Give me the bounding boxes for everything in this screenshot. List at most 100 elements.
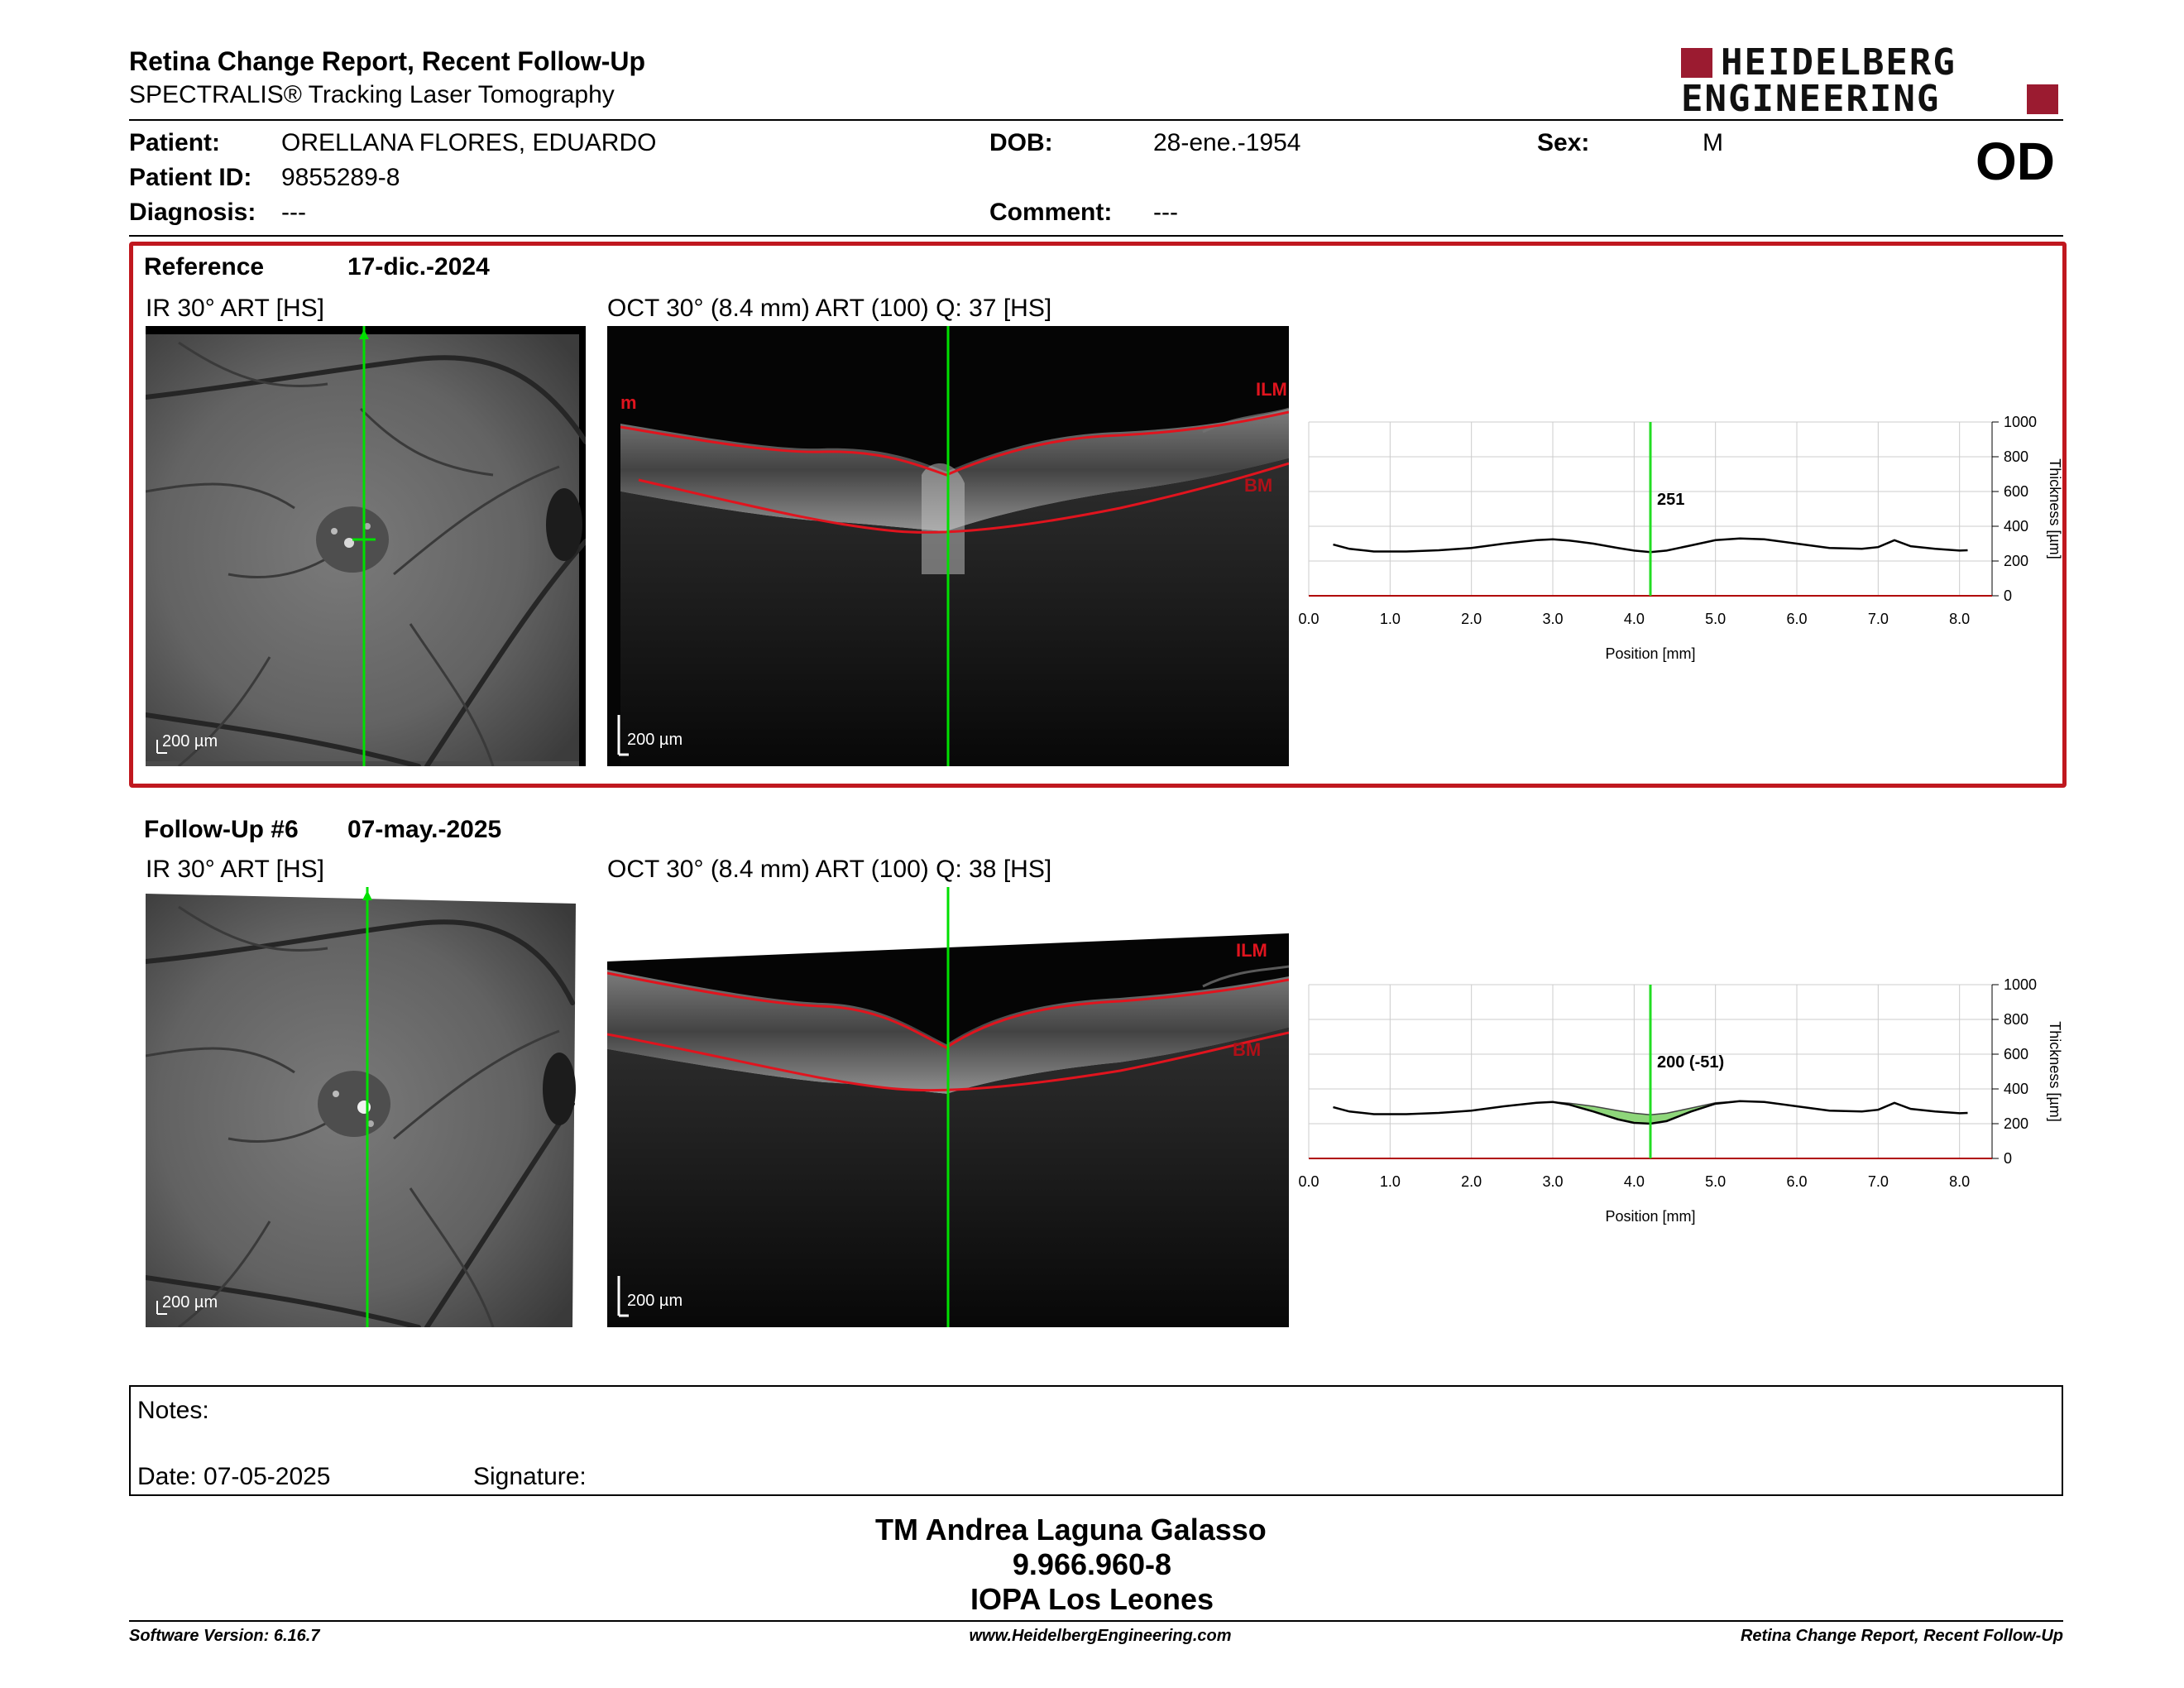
y-tick-label: 600: [2004, 483, 2028, 500]
eye-label: OD: [1976, 132, 2055, 191]
y-tick-label: 1000: [2004, 414, 2037, 430]
reference-ir-caption: IR 30° ART [HS]: [146, 295, 324, 322]
followup-ir-image: 200 µm: [146, 887, 586, 1327]
y-tick-label: 400: [2004, 518, 2028, 535]
x-tick-label: 1.0: [1380, 1173, 1401, 1190]
heidelberg-logo: HEIDELBERG ENGINEERING: [1681, 45, 2063, 117]
reference-ir-scale: 200 µm: [162, 732, 218, 750]
reference-date: 17-dic.-2024: [347, 253, 490, 281]
comment-value: ---: [1153, 199, 1178, 226]
header-divider: [129, 119, 2063, 121]
y-tick-label: 200: [2004, 553, 2028, 569]
y-tick-label: 0: [2004, 1150, 2012, 1167]
reference-ilm-label: ILM: [1256, 379, 1287, 400]
notes-date: Date: 07-05-2025: [137, 1463, 331, 1490]
reference-ir-image: 200 µm: [146, 326, 586, 766]
cursor-value-label: 251: [1657, 491, 1684, 509]
signature-label: Signature:: [473, 1463, 587, 1490]
followup-oct-svg: ILM BM 200 µm: [607, 887, 1289, 1327]
footer-divider: [129, 1620, 2063, 1622]
signer-name: TM Andrea Laguna Galasso: [875, 1513, 1267, 1547]
x-tick-label: 4.0: [1624, 611, 1645, 627]
y-tick-label: 400: [2004, 1081, 2028, 1097]
diagnosis-value: ---: [281, 199, 306, 226]
x-tick-label: 0.0: [1298, 1173, 1319, 1190]
followup-oct-caption: OCT 30° (8.4 mm) ART (100) Q: 38 [HS]: [607, 856, 1052, 883]
cursor-value-label: 200 (-51): [1657, 1053, 1724, 1072]
patient-id: 9855289-8: [281, 164, 400, 191]
footer-website: www.HeidelbergEngineering.com: [969, 1627, 1232, 1645]
report-title: Retina Change Report, Recent Follow-Up: [129, 46, 646, 76]
logo-line1: HEIDELBERG: [1721, 41, 1956, 84]
reference-m-label: m: [620, 392, 637, 413]
x-tick-label: 5.0: [1705, 611, 1726, 627]
x-tick-label: 2.0: [1461, 611, 1482, 627]
chart-plot-area: 0.0 1.0 2.0 3.0 4.0 5.0 6.0 7.0 8.0 0 200 400 600 800…: [1298, 414, 2063, 662]
followup-ilm-label: ILM: [1236, 940, 1267, 961]
x-tick-label: 0.0: [1298, 611, 1319, 627]
reference-label: Reference: [144, 253, 265, 281]
x-tick-label: 7.0: [1868, 1173, 1889, 1190]
reference-oct-caption: OCT 30° (8.4 mm) ART (100) Q: 37 [HS]: [607, 295, 1052, 322]
x-tick-label: 8.0: [1949, 611, 1970, 627]
y-tick-label: 1000: [2004, 976, 2037, 993]
reference-oct-svg: ILM BM m 200 µm: [617, 326, 1289, 766]
x-tick-label: 6.0: [1786, 1173, 1807, 1190]
followup-oct-scale: 200 µm: [627, 1292, 682, 1310]
reference-fundus-svg: 200 µm: [146, 326, 586, 766]
followup-fundus-svg: 200 µm: [146, 887, 576, 1327]
y-axis-label: Thickness [µm]: [2047, 458, 2063, 559]
dob-value: 28-ene.-1954: [1153, 129, 1301, 156]
y-axis-label: Thickness [µm]: [2047, 1021, 2063, 1121]
report-subtitle: SPECTRALIS® Tracking Laser Tomography: [129, 81, 615, 108]
y-tick-label: 800: [2004, 1011, 2028, 1028]
followup-oct-image: ILM BM 200 µm: [607, 887, 1289, 1327]
logo-square-bottom: [2027, 84, 2058, 114]
thickness-series-line: [1333, 1100, 1968, 1125]
signer-id: 9.966.960-8: [1012, 1547, 1172, 1581]
x-tick-label: 8.0: [1949, 1173, 1970, 1190]
reference-oct-scale: 200 µm: [627, 731, 682, 749]
footer-report-name: Retina Change Report, Recent Follow-Up: [1740, 1627, 2063, 1645]
followup-bm-label: BM: [1233, 1039, 1261, 1060]
followup-thickness-chart: 0.0 1.0 2.0 3.0 4.0 5.0 6.0 7.0 8.0 0 200 400 600 800…: [1298, 976, 2063, 1225]
reference-oct-image: ILM BM m 200 µm: [607, 326, 1289, 766]
reference-section: [129, 242, 2067, 788]
x-axis-label: Position [mm]: [1605, 1208, 1695, 1225]
x-tick-label: 6.0: [1786, 611, 1807, 627]
reference-thickness-chart: 0.0 1.0 2.0 3.0 4.0 5.0 6.0 7.0 8.0 0 200 400 600 800…: [1298, 414, 2063, 662]
patient-name: ORELLANA FLORES, EDUARDO: [281, 129, 657, 156]
patient-id-label: Patient ID:: [129, 164, 252, 191]
notes-label: Notes:: [137, 1397, 209, 1424]
reference-bm-label: BM: [1244, 475, 1272, 496]
patient-label: Patient:: [129, 129, 221, 156]
sex-label: Sex:: [1537, 129, 1590, 156]
signer-org: IOPA Los Leones: [970, 1582, 1214, 1616]
footer-version: Software Version: 6.16.7: [129, 1627, 320, 1645]
x-tick-label: 4.0: [1624, 1173, 1645, 1190]
y-tick-label: 800: [2004, 448, 2028, 465]
y-tick-label: 600: [2004, 1046, 2028, 1062]
followup-ir-scale: 200 µm: [162, 1293, 218, 1312]
dob-label: DOB:: [989, 129, 1053, 156]
x-tick-label: 7.0: [1868, 611, 1889, 627]
x-tick-label: 3.0: [1542, 611, 1563, 627]
x-axis-label: Position [mm]: [1605, 645, 1695, 662]
sex-value: M: [1703, 129, 1723, 156]
patient-divider: [129, 235, 2063, 237]
followup-ir-caption: IR 30° ART [HS]: [146, 856, 324, 883]
diagnosis-label: Diagnosis:: [129, 199, 256, 226]
x-tick-label: 5.0: [1705, 1173, 1726, 1190]
comment-label: Comment:: [989, 199, 1113, 226]
followup-date: 07-may.-2025: [347, 816, 502, 843]
thickness-series-line: [1333, 537, 1968, 554]
x-tick-label: 3.0: [1542, 1173, 1563, 1190]
x-tick-label: 1.0: [1380, 611, 1401, 627]
chart-plot-area: 0.0 1.0 2.0 3.0 4.0 5.0 6.0 7.0 8.0 0 200 400 600 800…: [1298, 976, 2063, 1225]
logo-line2: ENGINEERING: [1681, 78, 1941, 120]
x-tick-label: 2.0: [1461, 1173, 1482, 1190]
y-tick-label: 200: [2004, 1115, 2028, 1132]
followup-label: Follow-Up #6: [144, 816, 299, 843]
logo-square-top: [1681, 48, 1712, 78]
y-tick-label: 0: [2004, 587, 2012, 604]
